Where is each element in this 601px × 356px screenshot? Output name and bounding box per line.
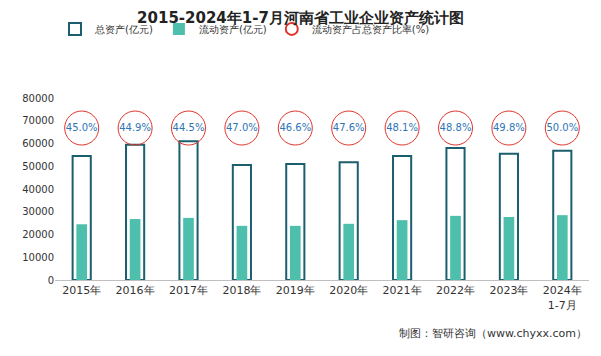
svg-text:47.6%: 47.6% (333, 122, 365, 133)
svg-text:45.0%: 45.0% (66, 122, 98, 133)
svg-text:流动资产(亿元): 流动资产(亿元) (199, 24, 267, 35)
svg-text:60000: 60000 (22, 138, 54, 149)
svg-text:2022年: 2022年 (436, 284, 475, 297)
svg-text:流动资产占总资产比率(%): 流动资产占总资产比率(%) (312, 24, 429, 35)
svg-text:总资产(亿元): 总资产(亿元) (94, 24, 153, 35)
svg-text:2021年: 2021年 (383, 284, 422, 297)
svg-text:20000: 20000 (22, 229, 54, 240)
svg-text:2015年: 2015年 (62, 284, 101, 297)
svg-text:70000: 70000 (22, 115, 54, 126)
svg-text:2024年1-7月: 2024年1-7月 (543, 284, 582, 311)
svg-text:30000: 30000 (22, 206, 54, 217)
svg-text:2019年: 2019年 (276, 284, 315, 297)
svg-text:44.9%: 44.9% (119, 122, 151, 133)
svg-text:制图：智研咨询（www.chyxx.com）: 制图：智研咨询（www.chyxx.com） (399, 327, 587, 340)
svg-text:2020年: 2020年 (329, 284, 368, 297)
svg-text:2017年: 2017年 (169, 284, 208, 297)
svg-text:2023年: 2023年 (489, 284, 528, 297)
svg-text:2015-2024年1-7月河南省工业企业资产统计图: 2015-2024年1-7月河南省工业企业资产统计图 (137, 9, 464, 27)
svg-text:46.6%: 46.6% (279, 122, 311, 133)
svg-text:49.8%: 49.8% (493, 122, 525, 133)
svg-text:2018年: 2018年 (222, 284, 261, 297)
svg-text:47.0%: 47.0% (226, 122, 258, 133)
svg-text:48.8%: 48.8% (440, 122, 472, 133)
svg-text:0: 0 (48, 275, 54, 286)
svg-text:2016年: 2016年 (116, 284, 155, 297)
svg-text:50000: 50000 (22, 161, 54, 172)
svg-text:10000: 10000 (22, 252, 54, 263)
svg-text:50.0%: 50.0% (546, 122, 578, 133)
svg-text:80000: 80000 (22, 93, 54, 104)
svg-text:40000: 40000 (22, 184, 54, 195)
svg-text:44.5%: 44.5% (173, 122, 205, 133)
svg-text:48.1%: 48.1% (386, 122, 418, 133)
